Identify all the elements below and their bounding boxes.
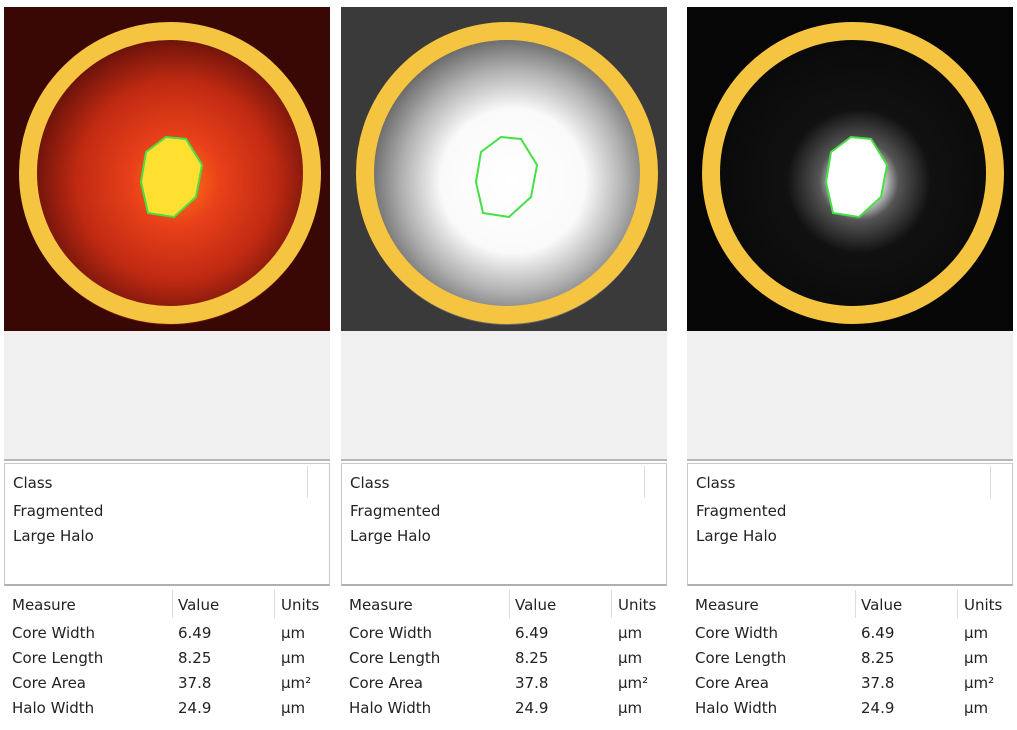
class-value: Fragmented [696, 502, 787, 520]
measure-cell: µm [618, 699, 643, 717]
class-value: Large Halo [13, 527, 94, 545]
measure-cell: Core Width [12, 624, 96, 642]
measure-header: Units [964, 596, 1003, 614]
class-table: Class Fragmented Large Halo [4, 463, 330, 586]
measure-header: Measure [349, 596, 413, 614]
measure-cell: µm² [618, 674, 649, 692]
measure-cell: µm² [281, 674, 312, 692]
measure-cell: Halo Width [349, 699, 432, 717]
measure-cell: 24.9 [861, 699, 895, 717]
cell-image [687, 7, 1013, 331]
column-separator [509, 590, 510, 618]
core-outline [824, 135, 889, 219]
measure-cell: 8.25 [861, 649, 895, 667]
measure-table: Measure Value Units Core Width 6.49 µm Core Le… [4, 588, 330, 728]
measure-cell: 37.8 [178, 674, 212, 692]
image-area [4, 331, 330, 461]
measure-table: Measure Value Units Core Width 6.49 µm Core Le… [341, 588, 667, 728]
halo-ring [702, 22, 1004, 324]
measure-cell: Core Length [12, 649, 104, 667]
class-header: Class [696, 474, 736, 492]
class-table: Class Fragmented Large Halo [687, 463, 1013, 586]
measure-cell: Core Length [349, 649, 441, 667]
measure-cell: Core Width [695, 624, 779, 642]
class-header: Class [350, 474, 390, 492]
glow [357, 25, 657, 325]
measure-cell: Core Area [349, 674, 424, 692]
measure-cell: µm [618, 649, 643, 667]
measure-cell: 8.25 [515, 649, 549, 667]
class-value: Large Halo [350, 527, 431, 545]
measure-cell: 24.9 [515, 699, 549, 717]
measure-cell: 37.8 [861, 674, 895, 692]
core [141, 137, 202, 217]
measure-header: Units [618, 596, 657, 614]
cell-image [4, 7, 330, 331]
class-table: Class Fragmented Large Halo [341, 463, 667, 586]
column-separator [855, 590, 856, 618]
measure-cell: 6.49 [861, 624, 895, 642]
measure-header: Units [281, 596, 320, 614]
class-value: Fragmented [350, 502, 441, 520]
measure-cell: Core Width [349, 624, 433, 642]
measure-cell: µm [281, 649, 306, 667]
measure-header: Measure [695, 596, 759, 614]
measure-cell: µm [964, 624, 989, 642]
core [826, 137, 887, 217]
image-area [341, 331, 667, 461]
measure-cell: µm [964, 699, 989, 717]
measure-cell: 6.49 [515, 624, 549, 642]
measure-cell: Halo Width [695, 699, 778, 717]
class-header: Class [13, 474, 53, 492]
image-area [687, 331, 1013, 461]
column-separator [307, 466, 308, 498]
cell-image [341, 7, 667, 331]
column-separator [990, 466, 991, 498]
measure-header: Value [178, 596, 220, 614]
measure-header: Value [861, 596, 903, 614]
measure-cell: Core Length [695, 649, 787, 667]
column-separator [611, 590, 612, 618]
measure-cell: 24.9 [178, 699, 212, 717]
measure-cell: Core Area [12, 674, 87, 692]
panel: Class Fragmented Large Halo Measure Value Uni… [687, 0, 1013, 730]
column-separator [172, 590, 173, 618]
column-separator [644, 466, 645, 498]
measure-cell: µm [281, 699, 306, 717]
measure-cell: µm [281, 624, 306, 642]
class-value: Fragmented [13, 502, 104, 520]
panel: Class Fragmented Large Halo Measure Value Uni… [341, 0, 667, 730]
measure-cell: 8.25 [178, 649, 212, 667]
measure-cell: µm [618, 624, 643, 642]
halo-ring [19, 22, 321, 324]
class-value: Large Halo [696, 527, 777, 545]
measure-header: Measure [12, 596, 76, 614]
measure-table: Measure Value Units Core Width 6.49 µm Core Le… [687, 588, 1013, 728]
column-separator [957, 590, 958, 618]
measure-cell: Core Area [695, 674, 770, 692]
panel: Class Fragmented Large Halo Measure Value Uni… [4, 0, 330, 730]
core-outline [474, 135, 539, 219]
measure-cell: µm² [964, 674, 995, 692]
measure-cell: µm [964, 649, 989, 667]
measure-cell: Halo Width [12, 699, 95, 717]
measure-cell: 6.49 [178, 624, 212, 642]
measure-cell: 37.8 [515, 674, 549, 692]
column-separator [274, 590, 275, 618]
measure-header: Value [515, 596, 557, 614]
halo-ring [356, 22, 658, 324]
core-outline [139, 135, 204, 219]
